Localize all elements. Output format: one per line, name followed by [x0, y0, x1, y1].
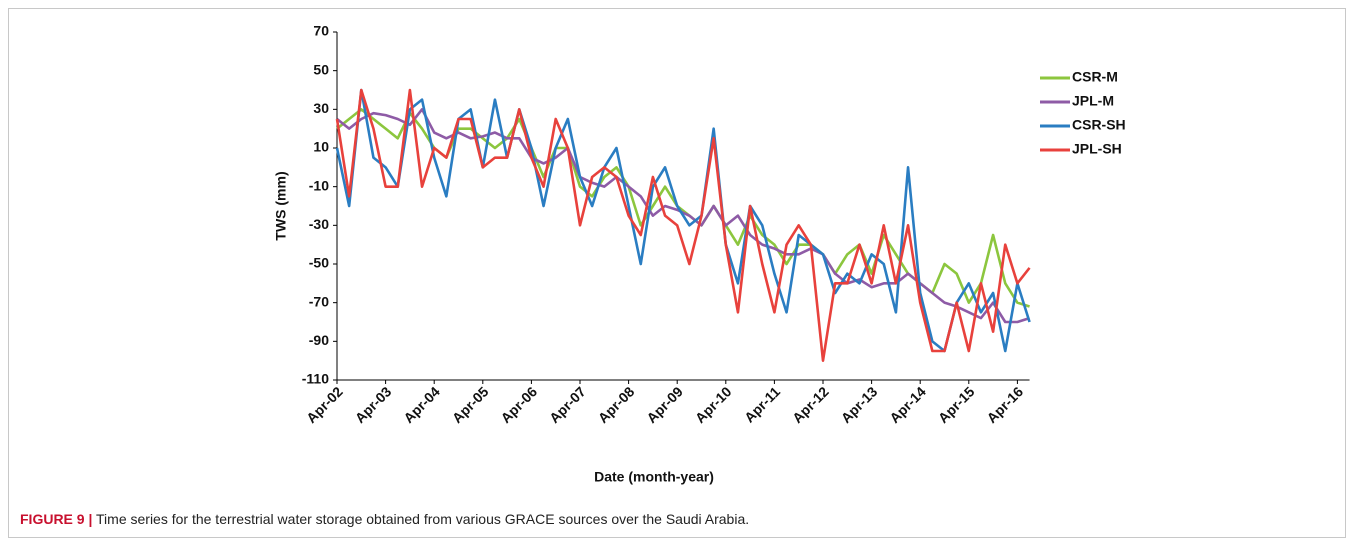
chart: TWS (mm) Date (month-year) -110 -90 -70 -50… [273, 23, 1126, 485]
y-tick-label: -70 [309, 293, 329, 309]
x-tick-label: Apr-02 [303, 383, 346, 426]
x-tick-label: Apr-09 [643, 383, 686, 426]
x-tick-label: Apr-13 [838, 383, 881, 426]
x-tick-label: Apr-14 [886, 383, 929, 426]
x-tick-label: Apr-03 [352, 383, 395, 426]
caption-label: FIGURE 9 | [20, 511, 93, 527]
y-axis-title: TWS (mm) [273, 171, 289, 240]
legend-label: CSR-SH [1072, 117, 1126, 133]
x-tick-label: Apr-06 [497, 383, 540, 426]
y-tick-label: -110 [302, 371, 329, 387]
caption: FIGURE 9 | Time series for the terrestri… [20, 511, 749, 527]
x-tick-label: Apr-04 [400, 383, 443, 426]
y-tick-label: -10 [309, 177, 329, 193]
series-line [336, 108, 1030, 308]
y-tick-label: 10 [313, 139, 329, 155]
x-tick-label: Apr-08 [595, 383, 638, 426]
y-tick-label: -30 [309, 216, 329, 232]
x-tick-label: Apr-16 [983, 383, 1026, 426]
x-axis-title: Date (month-year) [594, 469, 714, 485]
legend-label: JPL-M [1072, 93, 1114, 109]
x-tick-label: Apr-12 [789, 383, 832, 426]
series-line [335, 88, 1031, 362]
y-tick-label: 30 [313, 100, 329, 116]
caption-text: Time series for the terrestrial water st… [96, 511, 750, 527]
x-tick-label: Apr-05 [449, 383, 492, 426]
legend-label: CSR-M [1072, 69, 1118, 85]
series-line [335, 88, 1031, 353]
x-tick-label: Apr-15 [935, 383, 978, 426]
legend-label: JPL-SH [1072, 141, 1122, 157]
y-tick-label: -90 [309, 332, 329, 348]
y-tick-label: 70 [313, 23, 329, 39]
figure-frame [8, 8, 1346, 538]
x-tick-label: Apr-10 [692, 383, 735, 426]
y-tick-label: 50 [313, 61, 329, 77]
x-tick-label: Apr-11 [741, 383, 783, 425]
x-tick-label: Apr-07 [546, 383, 589, 426]
y-tick-label: -50 [309, 255, 329, 271]
